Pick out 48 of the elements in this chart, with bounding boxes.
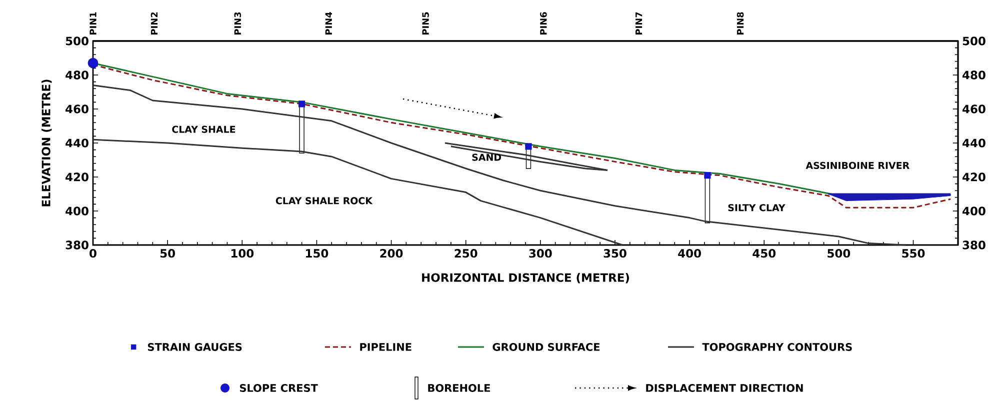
x-tick-label: 50 xyxy=(160,249,175,258)
y2-tick-label: 460 xyxy=(962,104,986,114)
legend-label: STRAIN GAUGES xyxy=(148,343,242,351)
legend-label: SLOPE CREST xyxy=(240,384,318,392)
text: DISPLACEMENT DIRECTION xyxy=(646,384,803,392)
x-tick-label: 0 xyxy=(90,249,96,258)
x-tick-label: 400 xyxy=(678,249,701,258)
y2-tick-label: 380 xyxy=(962,240,986,250)
annotation: CLAY SHALE ROCK xyxy=(276,197,373,204)
x-tick-label: 550 xyxy=(902,249,925,258)
x-tick-label: 300 xyxy=(529,249,552,258)
y2-tick-label: 440 xyxy=(962,138,986,148)
annotation: CLAY SHALE xyxy=(172,126,236,133)
y-tick-label: 460 xyxy=(66,104,88,114)
legend-label: PIPELINE xyxy=(360,343,412,351)
y-tick-label: 480 xyxy=(66,70,88,80)
text: PIN4 xyxy=(325,12,332,34)
text: PIN2 xyxy=(150,12,158,34)
x-tick-label: 500 xyxy=(828,249,850,258)
y-tick-label: 440 xyxy=(66,138,88,148)
legend-label: BOREHOLE xyxy=(428,384,490,392)
y2-tick-label: 400 xyxy=(962,206,986,216)
text: PIN5 xyxy=(422,12,429,34)
y2-tick-label: 500 xyxy=(962,36,986,46)
x-tick-label: 150 xyxy=(306,249,328,258)
text: PIN1 xyxy=(90,12,96,34)
y-tick-label: 380 xyxy=(66,240,88,250)
annotation: SAND xyxy=(472,154,502,161)
y2-tick-label: 480 xyxy=(962,70,986,80)
annotation: SILTY CLAY xyxy=(728,204,786,212)
y2-tick-label: 420 xyxy=(962,172,986,182)
x-tick-label: 200 xyxy=(380,249,403,258)
y-tick-label: 420 xyxy=(66,172,88,182)
x-axis-title: HORIZONTAL DISTANCE (METRE) xyxy=(422,273,629,284)
legend-label: GROUND SURFACE xyxy=(492,343,600,351)
annotation: ASSINIBOINE RIVER xyxy=(806,162,910,170)
text: PIN7 xyxy=(636,12,642,34)
text: PIN3 xyxy=(234,12,242,34)
x-tick-label: 450 xyxy=(752,249,776,258)
legend-label: TOPOGRAPHY CONTOURS xyxy=(702,343,852,351)
x-tick-label: 100 xyxy=(231,249,254,258)
x-tick-label: 250 xyxy=(454,249,478,258)
y-axis-title: ELEVATION (METRE) xyxy=(42,80,52,206)
y-tick-label: 500 xyxy=(66,36,88,46)
x-tick-label: 350 xyxy=(604,249,626,258)
y-tick-label: 400 xyxy=(66,206,88,216)
text: PIN8 xyxy=(736,12,744,34)
text: PIN6 xyxy=(540,12,547,34)
